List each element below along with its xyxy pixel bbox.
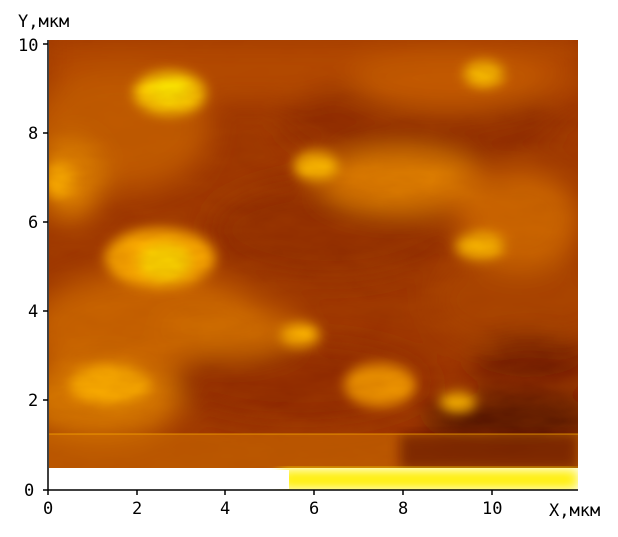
y-tick-label: 0 xyxy=(24,481,34,501)
x-tick-label: 0 xyxy=(43,499,53,519)
x-tick-label: 10 xyxy=(482,499,502,519)
y-tick-label: 2 xyxy=(28,391,38,411)
x-tick-label: 8 xyxy=(398,499,408,519)
x-tick-label: 6 xyxy=(309,499,319,519)
y-tick-label: 4 xyxy=(28,302,38,322)
x-tick-label: 2 xyxy=(132,499,142,519)
afm-scan-image xyxy=(49,40,578,490)
y-tick-label: 8 xyxy=(28,124,38,144)
x-tick-label: 4 xyxy=(220,499,230,519)
y-tick-label: 10 xyxy=(18,36,38,56)
y-ticks xyxy=(43,43,48,491)
y-axis-title: Y,мкм xyxy=(18,12,69,32)
x-axis-title: X,мкм xyxy=(549,501,600,521)
y-tick-label: 6 xyxy=(28,213,38,233)
x-ticks xyxy=(47,490,493,495)
